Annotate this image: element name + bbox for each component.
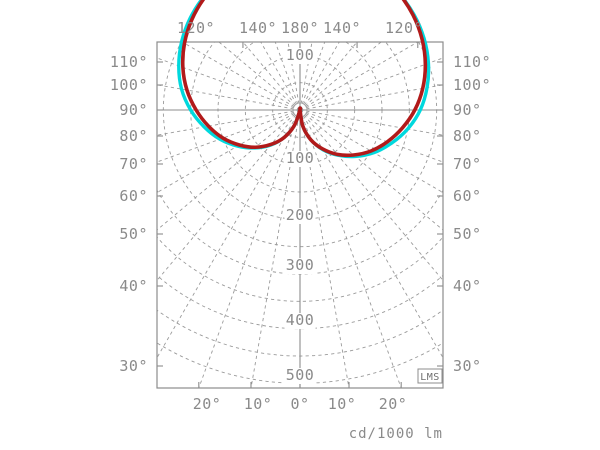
left-angle-tick-label: 40° <box>119 277 148 295</box>
left-angle-tick-label: 110° <box>110 53 148 71</box>
top-angle-tick-label: 140° <box>239 19 277 37</box>
left-angle-tick-label: 90° <box>119 101 148 119</box>
left-angle-labels: 110° 100° 90° 80° 70° 60° 50° 40° 30° <box>110 53 148 375</box>
left-angle-tick-label: 100° <box>110 76 148 94</box>
right-angle-tick-label: 100° <box>453 76 491 94</box>
curve-c0-c180 <box>180 0 428 158</box>
left-angle-tick-label: 30° <box>119 357 148 375</box>
right-angle-tick-label: 70° <box>453 155 482 173</box>
radial-tick-label: 300 <box>286 256 315 274</box>
curves-layer <box>177 0 431 159</box>
lms-badge-label: LMS <box>420 372 440 383</box>
top-angle-tick-label: 120° <box>385 19 423 37</box>
right-angle-labels: 110° 100° 90° 80° 70° 60° 50° 40° 30° <box>453 53 491 375</box>
left-angle-tick-label: 50° <box>119 225 148 243</box>
radial-axis-labels: 100 100 200 300 400 500 <box>284 46 316 384</box>
right-angle-tick-label: 90° <box>453 101 482 119</box>
left-angle-tick-label: 70° <box>119 155 148 173</box>
left-angle-tick-label: 80° <box>119 127 148 145</box>
left-angle-tick-label: 60° <box>119 187 148 205</box>
right-angle-tick-label: 60° <box>453 187 482 205</box>
radial-tick-label: 100 <box>286 149 315 167</box>
top-angle-labels: 120° 140° 180° 140° 120° <box>177 19 423 37</box>
radial-tick-label: 400 <box>286 311 315 329</box>
radial-tick-label: 100 <box>286 46 315 64</box>
bottom-angle-tick-label: 10° <box>244 395 273 413</box>
bottom-angle-tick-label: 20° <box>193 395 222 413</box>
radial-tick-label: 200 <box>286 206 315 224</box>
bottom-angle-tick-label: 20° <box>379 395 408 413</box>
top-angle-tick-label: 140° <box>323 19 361 37</box>
units-caption: cd/1000 lm <box>349 426 443 442</box>
right-angle-tick-label: 40° <box>453 277 482 295</box>
lms-badge: LMS <box>417 368 443 384</box>
top-angle-tick-label: 120° <box>177 19 215 37</box>
right-angle-tick-label: 50° <box>453 225 482 243</box>
radial-tick-label: 500 <box>286 366 315 384</box>
right-angle-tick-label: 110° <box>453 53 491 71</box>
bottom-angle-tick-label: 10° <box>328 395 357 413</box>
bottom-angle-labels: 20° 10° 0° 10° 20° <box>193 395 408 413</box>
right-angle-tick-label: 30° <box>453 357 482 375</box>
right-angle-tick-label: 80° <box>453 127 482 145</box>
top-angle-tick-label: 180° <box>281 19 319 37</box>
bottom-angle-tick-label: 0° <box>290 395 309 413</box>
